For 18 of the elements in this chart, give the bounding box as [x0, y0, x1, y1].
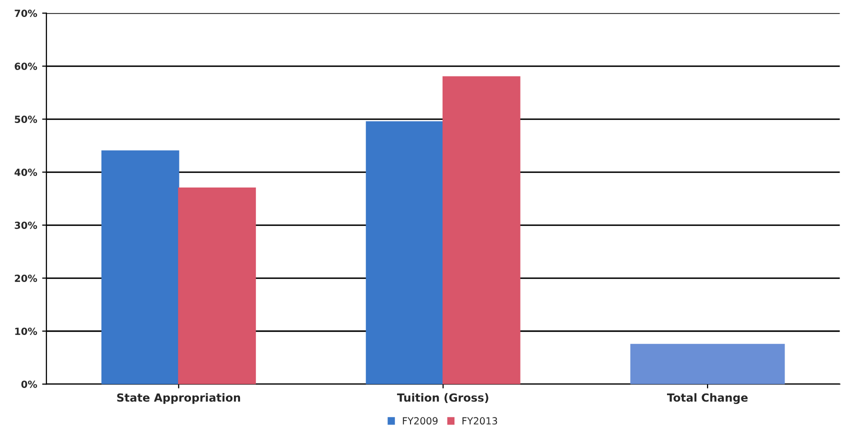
- bar: [630, 344, 785, 384]
- y-tick-label: 70%: [14, 10, 38, 17]
- y-tick-label: 10%: [15, 328, 38, 335]
- bar: [178, 187, 256, 384]
- y-tick-label: 30%: [14, 222, 38, 229]
- x-tick-label: State Appropriation: [117, 393, 240, 404]
- legend-label: FY2013: [462, 417, 498, 425]
- y-tick-label: 20%: [14, 274, 38, 282]
- bar: [442, 76, 520, 384]
- y-tick-label: 50%: [14, 116, 38, 123]
- bar: [366, 121, 444, 384]
- y-tick-label: 60%: [14, 62, 38, 70]
- bar: [101, 150, 180, 384]
- x-tick-label: Tuition (Gross): [397, 393, 488, 404]
- y-tick-label: 0%: [21, 380, 38, 388]
- y-tick-label: 40%: [14, 168, 38, 176]
- x-tick-label: Total Change: [667, 393, 748, 404]
- legend-label: FY2009: [402, 417, 438, 425]
